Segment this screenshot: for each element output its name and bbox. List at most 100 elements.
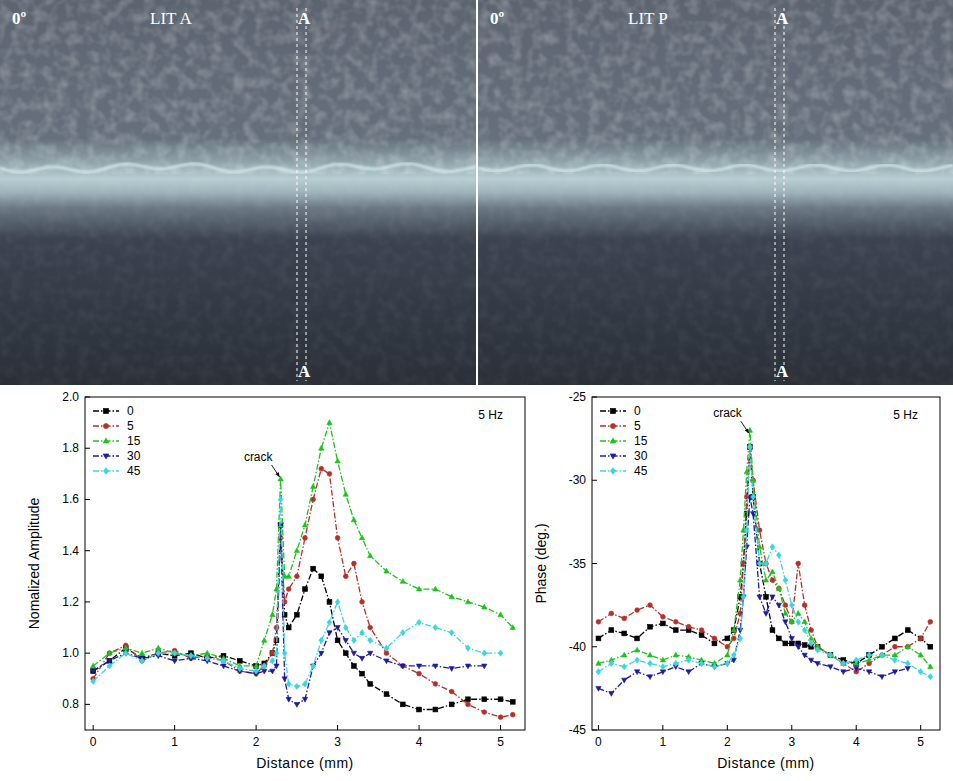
data-point: [892, 652, 897, 657]
x-tick: [920, 725, 921, 730]
x-axis-title: Distance (mm): [256, 755, 354, 771]
data-point: [673, 619, 678, 624]
data-point: [770, 628, 775, 633]
data-point: [368, 651, 373, 656]
data-point: [311, 663, 316, 669]
data-point: [400, 664, 405, 669]
annotation: crack: [244, 450, 274, 464]
thermography-image: [0, 0, 476, 385]
figure: 0ºLIT AAA0ºLIT PAA0123450.81.01.21.41.61…: [0, 0, 953, 781]
data-point: [482, 710, 487, 715]
data-point: [918, 636, 923, 641]
data-point: [622, 631, 627, 636]
data-point: [510, 699, 515, 704]
series-line: [598, 447, 930, 677]
data-point: [673, 660, 678, 666]
section-label: A: [776, 9, 789, 28]
section-label: A: [298, 362, 311, 381]
data-point: [892, 670, 897, 675]
data-point: [400, 664, 405, 669]
data-point: [335, 535, 340, 540]
x-tick-label: 2: [253, 735, 260, 749]
data-point: [634, 647, 639, 652]
data-point: [221, 658, 226, 664]
data-point: [294, 702, 299, 707]
section-label: A: [298, 9, 311, 28]
x-tick: [598, 725, 599, 730]
data-point: [282, 650, 287, 656]
x-tick-label: 2: [724, 735, 731, 749]
data-point: [796, 561, 801, 566]
data-point: [278, 476, 283, 481]
data-point: [282, 677, 287, 682]
data-point: [866, 670, 871, 675]
data-point: [673, 652, 678, 657]
x-tick-label: 0: [90, 735, 97, 749]
data-point: [764, 560, 769, 566]
x-tick: [93, 725, 94, 730]
y-tick-label: 1.8: [62, 441, 79, 455]
crack-line: [0, 164, 476, 172]
data-point: [286, 697, 291, 702]
legend-label: 45: [634, 464, 648, 478]
data-point: [449, 689, 454, 694]
data-point: [368, 553, 373, 558]
data-point: [466, 645, 471, 651]
data-point: [91, 669, 96, 674]
chart: 0123450.81.01.21.41.61.82.0Distance (mm)…: [26, 390, 525, 771]
data-point: [622, 678, 627, 683]
data-point: [609, 691, 614, 696]
x-tick-label: 1: [660, 735, 667, 749]
series-line: [93, 469, 513, 717]
legend-label: 0: [127, 404, 134, 418]
data-point: [854, 666, 859, 671]
data-point: [123, 650, 128, 656]
data-point: [360, 600, 365, 605]
data-point: [360, 671, 365, 676]
data-point: [841, 660, 846, 666]
data-point: [783, 641, 788, 646]
data-point: [433, 664, 438, 669]
data-point: [449, 630, 454, 636]
data-point: [294, 612, 299, 617]
series-line: [93, 499, 500, 686]
data-point: [417, 619, 422, 625]
data-point: [262, 669, 267, 674]
data-point: [327, 619, 332, 625]
data-point: [609, 611, 614, 616]
data-point: [156, 650, 161, 656]
data-point: [802, 627, 807, 633]
data-point: [433, 707, 438, 712]
data-point: [928, 664, 933, 669]
annotation-arrow: [741, 421, 749, 433]
y-tick-label: 1.0: [62, 646, 79, 660]
data-point: [731, 658, 736, 663]
data-point: [417, 707, 422, 712]
angle-label: 0º: [12, 9, 27, 28]
data-point: [660, 670, 665, 675]
data-point: [327, 420, 332, 425]
data-point: [360, 630, 365, 636]
data-point: [918, 669, 923, 675]
data-point: [776, 586, 781, 591]
data-point: [686, 624, 691, 629]
data-point: [928, 674, 933, 680]
legend-label: 5: [127, 419, 134, 433]
data-point: [660, 614, 665, 619]
x-tick-label: 0: [595, 735, 602, 749]
data-point: [91, 678, 96, 684]
annotation-arrow: [272, 465, 280, 477]
data-point: [303, 681, 308, 687]
y-tick: [592, 397, 597, 398]
data-point: [783, 577, 788, 583]
data-point: [319, 574, 324, 579]
y-tick: [85, 601, 90, 602]
data-point: [841, 670, 846, 675]
data-point: [880, 653, 885, 658]
data-point: [648, 624, 653, 629]
data-point: [482, 650, 487, 656]
data-point: [449, 594, 454, 599]
legend-label: 30: [634, 449, 648, 463]
series-line: [598, 497, 907, 693]
y-tick-label: 1.6: [62, 492, 79, 506]
